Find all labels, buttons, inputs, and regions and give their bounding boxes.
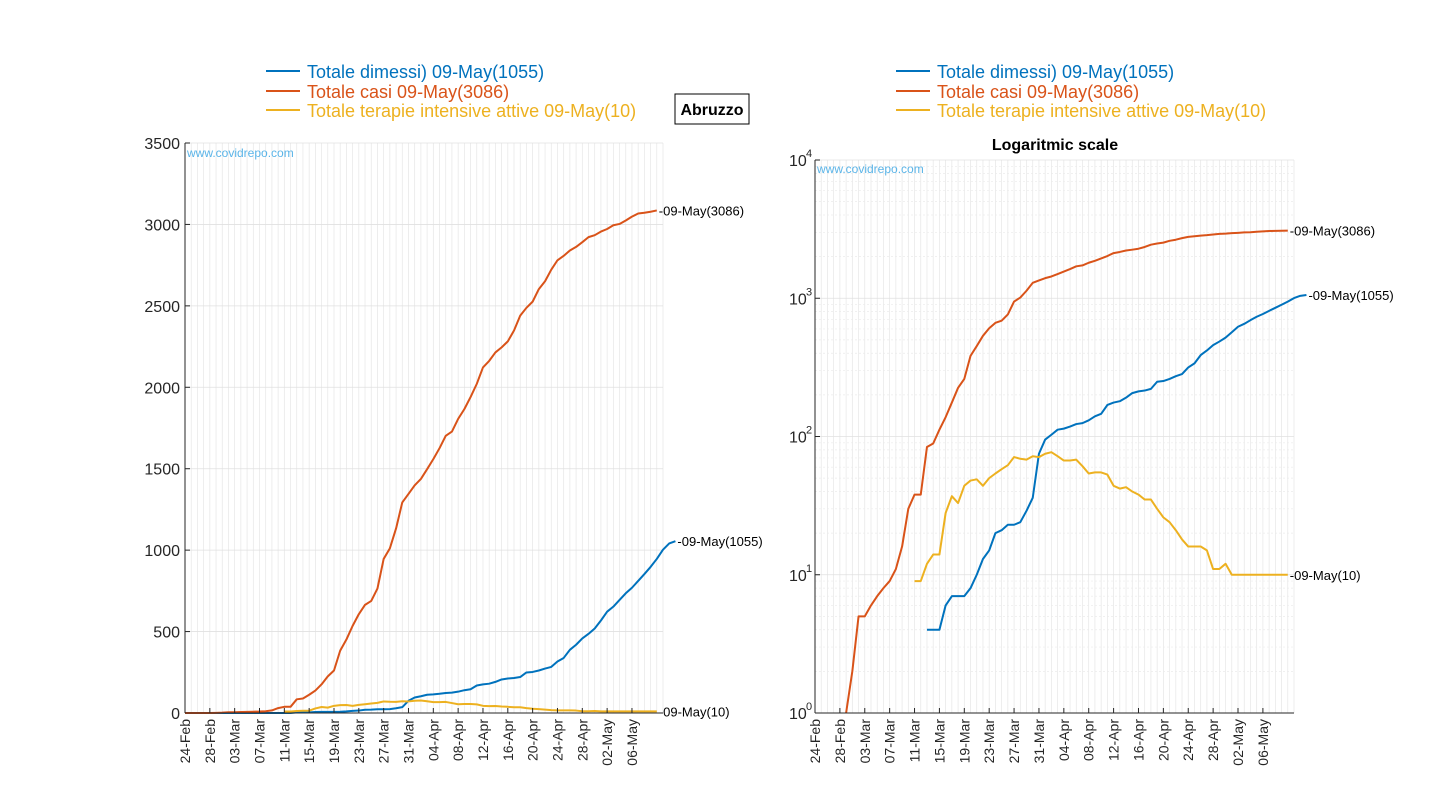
y-tick-label: 500	[153, 625, 180, 642]
series-line-1	[845, 229, 1288, 714]
legend-text-dimessi: Totale dimessi) 09-May(1055)	[307, 62, 544, 82]
x-tick-label: 02-May	[1230, 719, 1246, 766]
series-line-1	[185, 209, 657, 714]
end-label: -09-May(10)	[659, 704, 730, 719]
y-tick-label: 1000	[144, 543, 180, 560]
x-tick-label: 15-Mar	[931, 719, 947, 764]
y-tick-label: 10	[789, 568, 807, 585]
legend-text-casi-right: Totale casi 09-May(3086)	[937, 82, 1139, 102]
x-tick-label: 03-Mar	[227, 719, 243, 764]
end-label: -09-May(10)	[1290, 568, 1361, 583]
series-line-0	[926, 294, 1307, 631]
series-left: -09-May(1055) -09-May(3086) -09-May(10)	[185, 203, 763, 719]
legend-left: Totale dimessi) 09-May(1055) Totale casi…	[266, 62, 636, 121]
legend-text-dimessi-right: Totale dimessi) 09-May(1055)	[937, 62, 1174, 82]
y-tick-label: 2000	[144, 380, 180, 397]
y-tick-label: 3500	[144, 136, 180, 153]
legend-text-terapie-right: Totale terapie intensive attive 09-May(1…	[937, 101, 1266, 121]
log-chart-title: Logaritmic scale	[992, 137, 1118, 154]
y-tick-exponent: 0	[806, 701, 812, 713]
y-tick-label: 10	[789, 706, 807, 723]
x-tick-label: 06-May	[1255, 719, 1271, 766]
x-tick-label: 27-Mar	[376, 719, 392, 764]
x-tick-label: 16-Apr	[1130, 719, 1146, 761]
x-tick-label: 28-Feb	[832, 719, 848, 764]
y-tick-label: 10	[789, 153, 807, 170]
end-label: -09-May(3086)	[659, 203, 744, 218]
watermark-left: www.covidrepo.com	[186, 146, 294, 160]
legend-text-terapie: Totale terapie intensive attive 09-May(1…	[307, 101, 636, 121]
x-tick-label: 28-Feb	[202, 719, 218, 764]
region-label: Abruzzo	[680, 102, 743, 119]
x-tick-label: 24-Feb	[807, 719, 823, 764]
x-tick-label: 27-Mar	[1006, 719, 1022, 764]
x-tick-label: 19-Mar	[956, 719, 972, 764]
x-tick-label: 20-Apr	[1155, 719, 1171, 761]
x-tick-label: 06-May	[624, 719, 640, 766]
series-line-2	[914, 451, 1288, 583]
x-tick-label: 20-Apr	[525, 719, 541, 761]
watermark-right: www.covidrepo.com	[816, 162, 924, 176]
region-label-box: Abruzzo	[674, 93, 750, 125]
y-tick-label: 1500	[144, 462, 180, 479]
x-tick-label: 23-Mar	[351, 719, 367, 764]
x-tick-label: 28-Apr	[574, 719, 590, 761]
x-tick-label: 31-Mar	[1031, 719, 1047, 764]
x-tick-label: 08-Apr	[1081, 719, 1097, 761]
series-line-0	[185, 540, 676, 714]
y-tick-exponent: 1	[806, 563, 812, 575]
x-tick-label: 03-Mar	[857, 719, 873, 764]
x-tick-label: 04-Apr	[1056, 719, 1072, 761]
y-tick-label: 3000	[144, 217, 180, 234]
y-tick-label: 0	[171, 706, 180, 723]
x-tick-label: 24-Apr	[549, 719, 565, 761]
x-tick-label: 12-Apr	[475, 719, 491, 761]
x-tick-label: 04-Apr	[425, 719, 441, 761]
series-right: -09-May(1055) -09-May(3086) -09-May(10)	[845, 224, 1394, 714]
log-chart: Logaritmic scale www.covidrepo.com -09-M…	[789, 137, 1394, 766]
x-tick-label: 19-Mar	[326, 719, 342, 764]
y-tick-exponent: 4	[806, 148, 812, 160]
series-line-2	[284, 699, 657, 713]
x-tick-label: 07-Mar	[882, 719, 898, 764]
x-tick-label: 11-Mar	[276, 719, 292, 763]
x-tick-label: 15-Mar	[301, 719, 317, 764]
y-tick-label: 10	[789, 430, 807, 447]
y-tick-exponent: 2	[806, 425, 812, 437]
y-tick-label: 10	[789, 291, 807, 308]
x-tick-label: 02-May	[599, 719, 615, 766]
x-tick-label: 11-Mar	[907, 719, 923, 763]
end-label: -09-May(3086)	[1290, 224, 1375, 239]
x-tick-label: 28-Apr	[1205, 719, 1221, 761]
y-tick-exponent: 3	[806, 286, 812, 298]
x-tick-label: 07-Mar	[251, 719, 267, 764]
grid-left	[184, 142, 664, 714]
x-tick-label: 24-Feb	[177, 719, 193, 764]
legend-right: Totale dimessi) 09-May(1055) Totale casi…	[896, 62, 1266, 121]
x-tick-label: 12-Apr	[1106, 719, 1122, 761]
x-tick-label: 16-Apr	[500, 719, 516, 761]
legend-text-casi: Totale casi 09-May(3086)	[307, 82, 509, 102]
region-label-frame	[674, 93, 750, 125]
x-tick-label: 08-Apr	[450, 719, 466, 761]
end-label: -09-May(1055)	[677, 534, 762, 549]
axis-left: 0 500 1000 1500 2000 2500 3000 3500 24-Feb 28-Feb…	[144, 136, 663, 766]
end-label: -09-May(1055)	[1308, 288, 1393, 303]
linear-chart: www.covidrepo.com -09-May(1055) -09-May(3…	[144, 136, 762, 766]
x-tick-label: 24-Apr	[1180, 719, 1196, 761]
grid-right	[814, 159, 1295, 714]
y-tick-label: 2500	[144, 299, 180, 316]
x-tick-label: 31-Mar	[400, 719, 416, 764]
x-tick-label: 23-Mar	[981, 719, 997, 764]
